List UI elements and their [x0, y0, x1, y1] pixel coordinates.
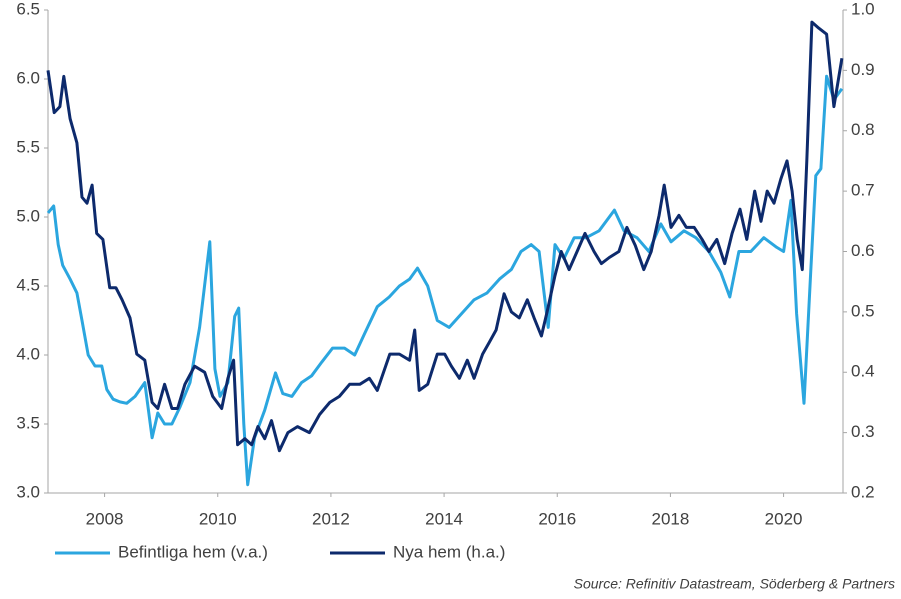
y2-tick-label: 0.4 [851, 362, 875, 381]
x-tick-label: 2012 [312, 509, 350, 528]
y-tick-label: 5.5 [16, 137, 40, 156]
x-tick-label: 2018 [652, 509, 690, 528]
y-tick-label: 3.0 [16, 482, 40, 501]
y-tick-label: 4.0 [16, 344, 40, 363]
y-tick-label: 3.5 [16, 413, 40, 432]
y2-tick-label: 0.9 [851, 60, 875, 79]
y-tick-label: 6.0 [16, 68, 40, 87]
y2-tick-label: 0.5 [851, 301, 875, 320]
y-tick-label: 5.0 [16, 206, 40, 225]
y2-tick-label: 0.3 [851, 422, 875, 441]
source-note: Source: Refinitiv Datastream, Söderberg … [574, 576, 895, 592]
series-line [46, 74, 844, 487]
x-tick-label: 2008 [86, 509, 124, 528]
x-tick-label: 2010 [199, 509, 237, 528]
y2-tick-label: 0.6 [851, 241, 875, 260]
x-tick-label: 2014 [425, 509, 463, 528]
y2-tick-label: 0.8 [851, 120, 875, 139]
y2-tick-label: 1.0 [851, 0, 875, 18]
y-tick-label: 6.5 [16, 0, 40, 18]
legend-label: Befintliga hem (v.a.) [118, 542, 268, 561]
y2-tick-label: 0.7 [851, 181, 875, 200]
x-tick-label: 2016 [538, 509, 576, 528]
x-tick-label: 2020 [765, 509, 803, 528]
series-line [46, 20, 844, 453]
y-tick-label: 4.5 [16, 275, 40, 294]
y2-tick-label: 0.2 [851, 482, 875, 501]
legend-label: Nya hem (h.a.) [393, 542, 505, 561]
